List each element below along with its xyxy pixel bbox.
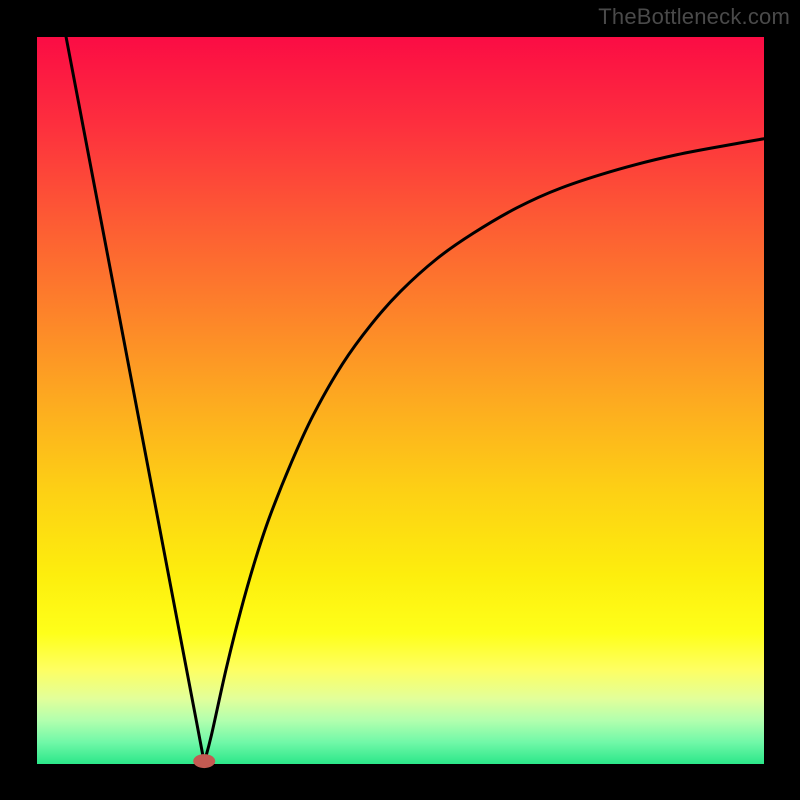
watermark-text: TheBottleneck.com <box>598 4 790 30</box>
min-marker <box>193 754 215 768</box>
bottleneck-chart <box>0 0 800 800</box>
plot-background <box>37 37 764 764</box>
